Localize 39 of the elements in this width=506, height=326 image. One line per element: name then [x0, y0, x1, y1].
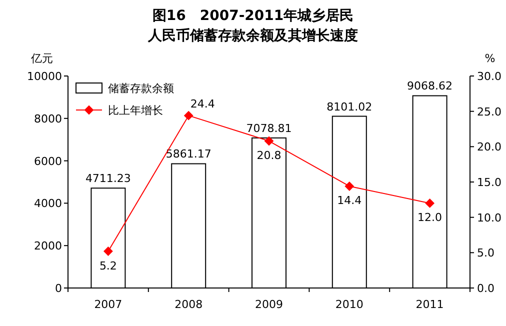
- data-label: 9068.62: [407, 80, 453, 93]
- point: [425, 198, 434, 208]
- y-tick-label: 6000: [34, 154, 62, 168]
- x-tick-label: 2007: [94, 298, 122, 311]
- data-label: 24.4: [190, 98, 215, 111]
- y2-tick-label: 30.0: [477, 70, 502, 83]
- y2-tick-label: 15.0: [477, 176, 502, 189]
- data-label: 14.4: [337, 194, 362, 208]
- data-label: 5.2: [99, 259, 117, 272]
- point: [184, 111, 194, 120]
- y-axis-title: 亿元: [30, 52, 53, 65]
- point: [264, 136, 274, 146]
- y-tick-label: 10000: [27, 70, 62, 83]
- y2-tick-label: 5.0: [477, 246, 494, 260]
- x-tick-label: 2010: [335, 298, 364, 311]
- y-tick-label: 4000: [34, 197, 62, 210]
- y-tick-label: 8000: [34, 112, 62, 126]
- point: [104, 246, 113, 256]
- data-label: 4711.23: [85, 172, 131, 186]
- y2-axis-title: %: [484, 52, 496, 65]
- x-tick-label: 2008: [174, 298, 203, 311]
- data-label: 20.8: [256, 149, 282, 162]
- y-tick-label: 2000: [34, 240, 62, 253]
- legend-label: 比上年增长: [108, 104, 163, 117]
- data-label: 7078.81: [246, 122, 292, 135]
- data-label: 5861.17: [166, 148, 212, 161]
- x-tick-label: 2011: [416, 298, 444, 311]
- y2-tick-label: 25.0: [477, 105, 502, 118]
- y2-tick-label: 20.0: [477, 140, 502, 154]
- y-tick-label: 0: [55, 282, 62, 295]
- x-tick-label: 2009: [255, 298, 283, 311]
- legend-label: 储蓄存款余额: [108, 82, 174, 95]
- y2-tick-label: 10.0: [477, 211, 502, 224]
- point: [344, 182, 354, 191]
- data-label: 8101.02: [326, 100, 372, 114]
- chart-subtitle: 人民币储蓄存款余额及其增长速度: [147, 27, 358, 44]
- data-label: 12.0: [418, 211, 442, 224]
- chart-title: 图16 2007-2011年城乡居民: [152, 7, 354, 24]
- y2-tick-label: 0.0: [477, 282, 494, 295]
